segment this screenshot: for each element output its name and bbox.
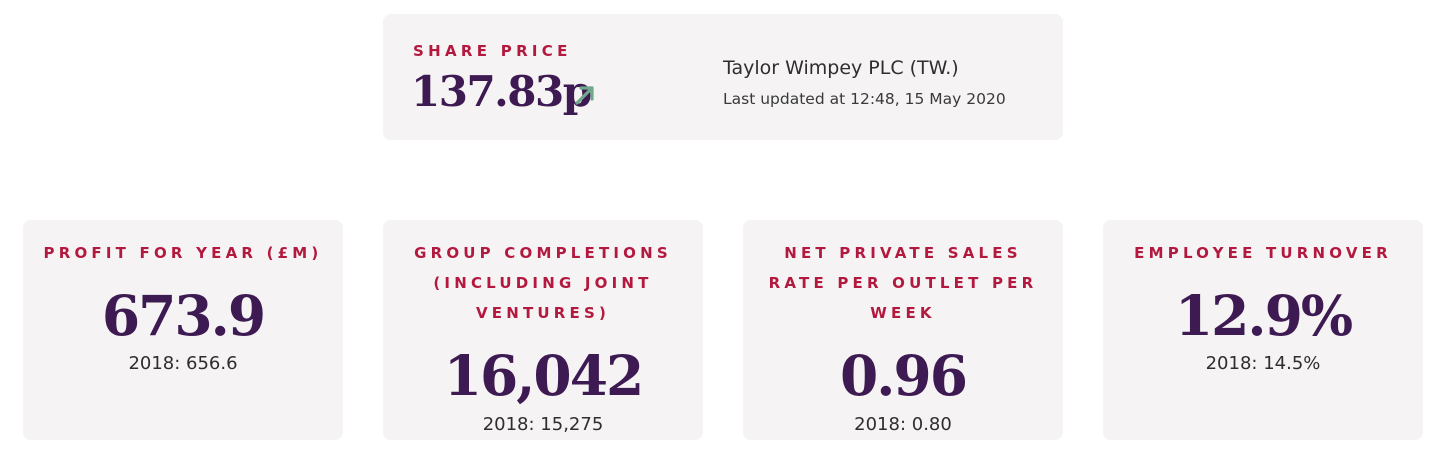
- share-price-label: SHARE PRICE: [413, 42, 572, 60]
- kpi-card-employee-turnover: EMPLOYEE TURNOVER 12.9% 2018: 14.5%: [1103, 220, 1423, 440]
- kpi-value: 0.96: [840, 343, 968, 408]
- kpi-title: EMPLOYEE TURNOVER: [1134, 244, 1392, 262]
- share-price-value: 137.83p: [411, 67, 592, 116]
- kpi-value: 12.9%: [1174, 283, 1353, 348]
- kpi-title: NET PRIVATE SALES RATE PER OUTLET PER WE…: [768, 244, 1038, 322]
- kpi-previous-year: 2018: 15,275: [482, 414, 604, 435]
- kpi-card-completions: GROUP COMPLETIONS (INCLUDING JOINT VENTU…: [383, 220, 703, 440]
- kpi-previous-year: 2018: 0.80: [854, 414, 952, 435]
- arrow-up-right-icon: [575, 86, 594, 105]
- kpi-previous-year: 2018: 14.5%: [1205, 353, 1321, 374]
- kpi-value: 16,042: [443, 343, 645, 408]
- kpi-title: GROUP COMPLETIONS (INCLUDING JOINT VENTU…: [414, 244, 672, 322]
- kpi-previous-year: 2018: 656.6: [128, 353, 238, 374]
- kpi-value: 673.9: [101, 283, 266, 348]
- kpi-card-profit: PROFIT FOR YEAR (£M) 673.9 2018: 656.6: [23, 220, 343, 440]
- company-name: Taylor Wimpey PLC (TW.): [723, 57, 959, 79]
- kpi-title: PROFIT FOR YEAR (£M): [43, 244, 323, 262]
- share-price-card: SHARE PRICE 137.83p Taylor Wimpey PLC (T…: [383, 14, 1063, 140]
- last-updated-text: Last updated at 12:48, 15 May 2020: [723, 90, 1006, 108]
- kpi-card-sales-rate: NET PRIVATE SALES RATE PER OUTLET PER WE…: [743, 220, 1063, 440]
